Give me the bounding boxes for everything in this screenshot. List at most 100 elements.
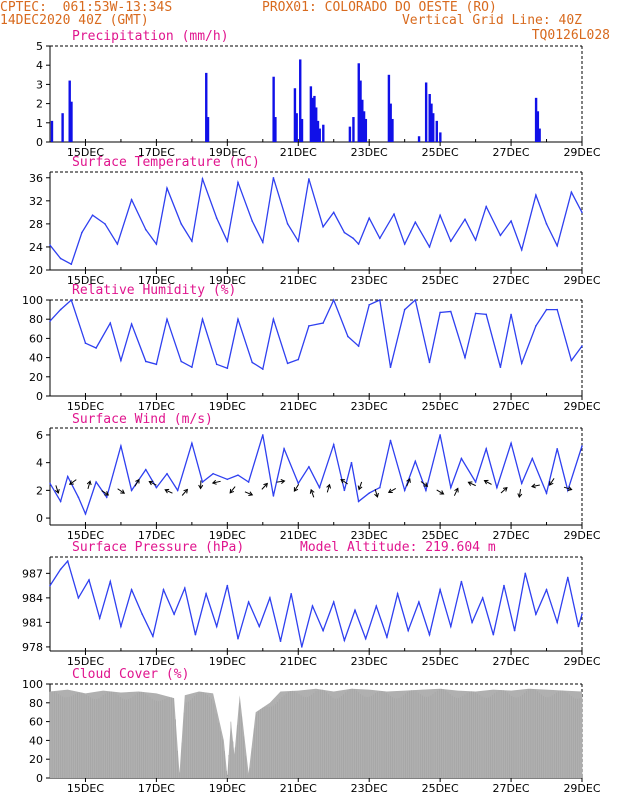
pressure-point <box>109 580 112 583</box>
humidity-point <box>95 347 97 349</box>
wind-arrow-head <box>531 483 536 489</box>
humidity-point <box>180 360 183 363</box>
humidity-point <box>368 304 371 306</box>
temperature-ytick-label: 20 <box>29 264 43 277</box>
pressure-point <box>375 605 378 607</box>
wind-arrow-head <box>387 488 393 494</box>
precipitation-bar <box>538 128 541 142</box>
pressure-xtick-label: 29DEC <box>563 655 600 668</box>
precipitation-ytick-label: 0 <box>36 136 43 149</box>
humidity-point <box>357 345 360 347</box>
wind-title: Surface Wind (m/s) <box>72 412 213 427</box>
pressure-point <box>535 613 537 616</box>
wind-direction-arrow <box>310 489 315 498</box>
wind-point <box>368 492 371 494</box>
temperature-point <box>272 176 275 179</box>
temperature-point <box>180 223 183 225</box>
pressure-ytick-label: 984 <box>22 592 43 605</box>
pressure-point <box>322 629 324 632</box>
precipitation-bar <box>439 132 442 142</box>
precipitation-bar <box>430 103 433 142</box>
temperature-point <box>428 246 431 248</box>
precipitation-bar <box>348 126 352 142</box>
temperature-point <box>414 221 417 223</box>
wind-arrow-head <box>248 491 254 496</box>
wind-point <box>460 457 463 460</box>
precipitation-bar <box>274 117 277 142</box>
humidity-point <box>308 325 310 327</box>
header-grid-note: Vertical Grid Line: 40Z <box>401 13 582 28</box>
wind-xtick-label: 15DEC <box>67 529 104 542</box>
wind-direction-arrow <box>406 478 411 487</box>
wind-arrow-head <box>502 487 508 492</box>
wind-point <box>283 447 285 450</box>
precip-title: Precipitation (mm/h) <box>72 29 229 44</box>
wind-point <box>318 486 321 489</box>
pressure-point <box>279 640 282 642</box>
temperature-xtick-label: 29DEC <box>563 274 600 287</box>
precipitation-xtick-label: 21DEC <box>280 146 317 159</box>
wind-arrow-head <box>340 478 346 484</box>
precipitation-bar <box>315 107 318 142</box>
humidity-line <box>49 298 583 371</box>
pressure-xtick-label: 25DEC <box>422 655 459 668</box>
wind-point <box>226 478 229 481</box>
temperature-point <box>59 257 62 260</box>
wind-point <box>120 445 122 447</box>
wind-point <box>237 474 239 476</box>
wind-arrow-head <box>517 493 523 499</box>
temperature-point <box>237 181 239 184</box>
humidity-point <box>144 360 147 363</box>
humidity-point <box>272 318 275 321</box>
humidity-point <box>49 320 51 322</box>
temperature-xtick-label: 25DEC <box>422 274 459 287</box>
pressure-point <box>301 646 303 648</box>
wind-direction-arrow <box>453 488 459 496</box>
precipitation-xtick-label: 19DEC <box>209 146 246 159</box>
humidity-xtick-label: 29DEC <box>563 400 600 413</box>
temperature-point <box>70 263 73 266</box>
humidity-xtick-label: 25DEC <box>422 400 459 413</box>
wind-point <box>297 482 300 485</box>
temperature-point <box>130 198 133 201</box>
humidity-point <box>510 313 512 316</box>
pressure-point <box>567 576 569 579</box>
precipitation-bar <box>391 118 394 142</box>
pressure-point <box>258 625 261 628</box>
precipitation-bar <box>70 101 73 142</box>
wind-point <box>130 489 133 492</box>
pressure-point <box>77 597 80 599</box>
humidity-point <box>332 299 335 301</box>
temperature-point <box>520 249 523 251</box>
wind-arrow-head <box>229 488 235 494</box>
wind-direction-arrow <box>87 481 91 490</box>
humidity-xtick-label: 15DEC <box>67 400 104 413</box>
humidity-point <box>499 366 502 369</box>
temperature-point <box>201 178 204 180</box>
humidity-point <box>251 361 253 364</box>
pressure-point <box>503 584 505 587</box>
temperature-xtick-label: 19DEC <box>209 274 246 287</box>
wind-point <box>332 443 335 446</box>
header-coords: CPTEC: 061:53W-13:34S <box>0 0 173 15</box>
wind-point <box>520 482 523 485</box>
precipitation-xtick-label: 23DEC <box>351 146 388 159</box>
precipitation-bar <box>295 113 298 142</box>
pressure-line <box>49 559 583 648</box>
temperature-point <box>570 191 573 193</box>
wind-arrow-head <box>104 491 110 496</box>
pressure-point <box>545 588 548 591</box>
wind-direction-arrow <box>420 481 428 487</box>
cloud-ytick-label: 80 <box>29 697 43 710</box>
pressure-point <box>343 639 346 642</box>
cloud-xtick-label: 27DEC <box>493 782 530 795</box>
temperature-point <box>393 213 395 215</box>
precipitation-bar <box>534 97 538 142</box>
precipitation-ytick-label: 3 <box>36 78 43 91</box>
wind-direction-arrow <box>181 489 188 496</box>
wind-point <box>262 434 264 436</box>
temperature-point <box>308 178 310 180</box>
humidity-xtick-label: 23DEC <box>351 400 388 413</box>
humidity-point <box>464 356 466 359</box>
